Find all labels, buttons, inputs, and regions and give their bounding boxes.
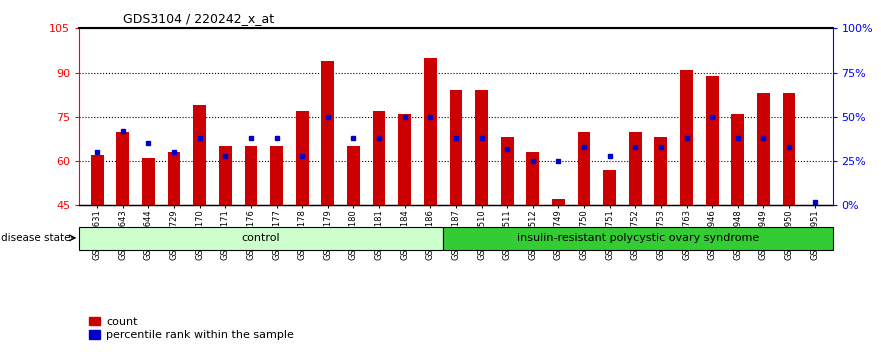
Bar xyxy=(629,132,641,205)
Bar xyxy=(296,111,308,205)
Bar xyxy=(270,146,283,205)
Bar xyxy=(142,158,155,205)
Bar xyxy=(782,93,796,205)
Bar xyxy=(322,61,334,205)
Bar xyxy=(373,111,386,205)
Bar xyxy=(655,137,667,205)
Bar xyxy=(500,137,514,205)
Bar xyxy=(245,146,257,205)
Text: insulin-resistant polycystic ovary syndrome: insulin-resistant polycystic ovary syndr… xyxy=(516,233,759,243)
Bar xyxy=(526,152,539,205)
Bar xyxy=(91,155,104,205)
Bar xyxy=(731,114,744,205)
Bar xyxy=(475,90,488,205)
Bar xyxy=(218,146,232,205)
Legend: count, percentile rank within the sample: count, percentile rank within the sample xyxy=(85,313,299,345)
Bar xyxy=(443,227,833,250)
Bar xyxy=(706,75,719,205)
Bar xyxy=(680,70,693,205)
Bar xyxy=(167,152,181,205)
Bar xyxy=(424,58,437,205)
Text: control: control xyxy=(241,233,280,243)
Bar xyxy=(79,227,443,250)
Bar xyxy=(193,105,206,205)
Bar xyxy=(552,199,565,205)
Bar xyxy=(603,170,616,205)
Bar xyxy=(449,90,463,205)
Bar xyxy=(578,132,590,205)
Bar xyxy=(398,114,411,205)
Text: disease state: disease state xyxy=(1,233,70,243)
Text: GDS3104 / 220242_x_at: GDS3104 / 220242_x_at xyxy=(123,12,275,25)
Bar xyxy=(116,132,130,205)
Bar xyxy=(347,146,359,205)
Bar xyxy=(757,93,770,205)
